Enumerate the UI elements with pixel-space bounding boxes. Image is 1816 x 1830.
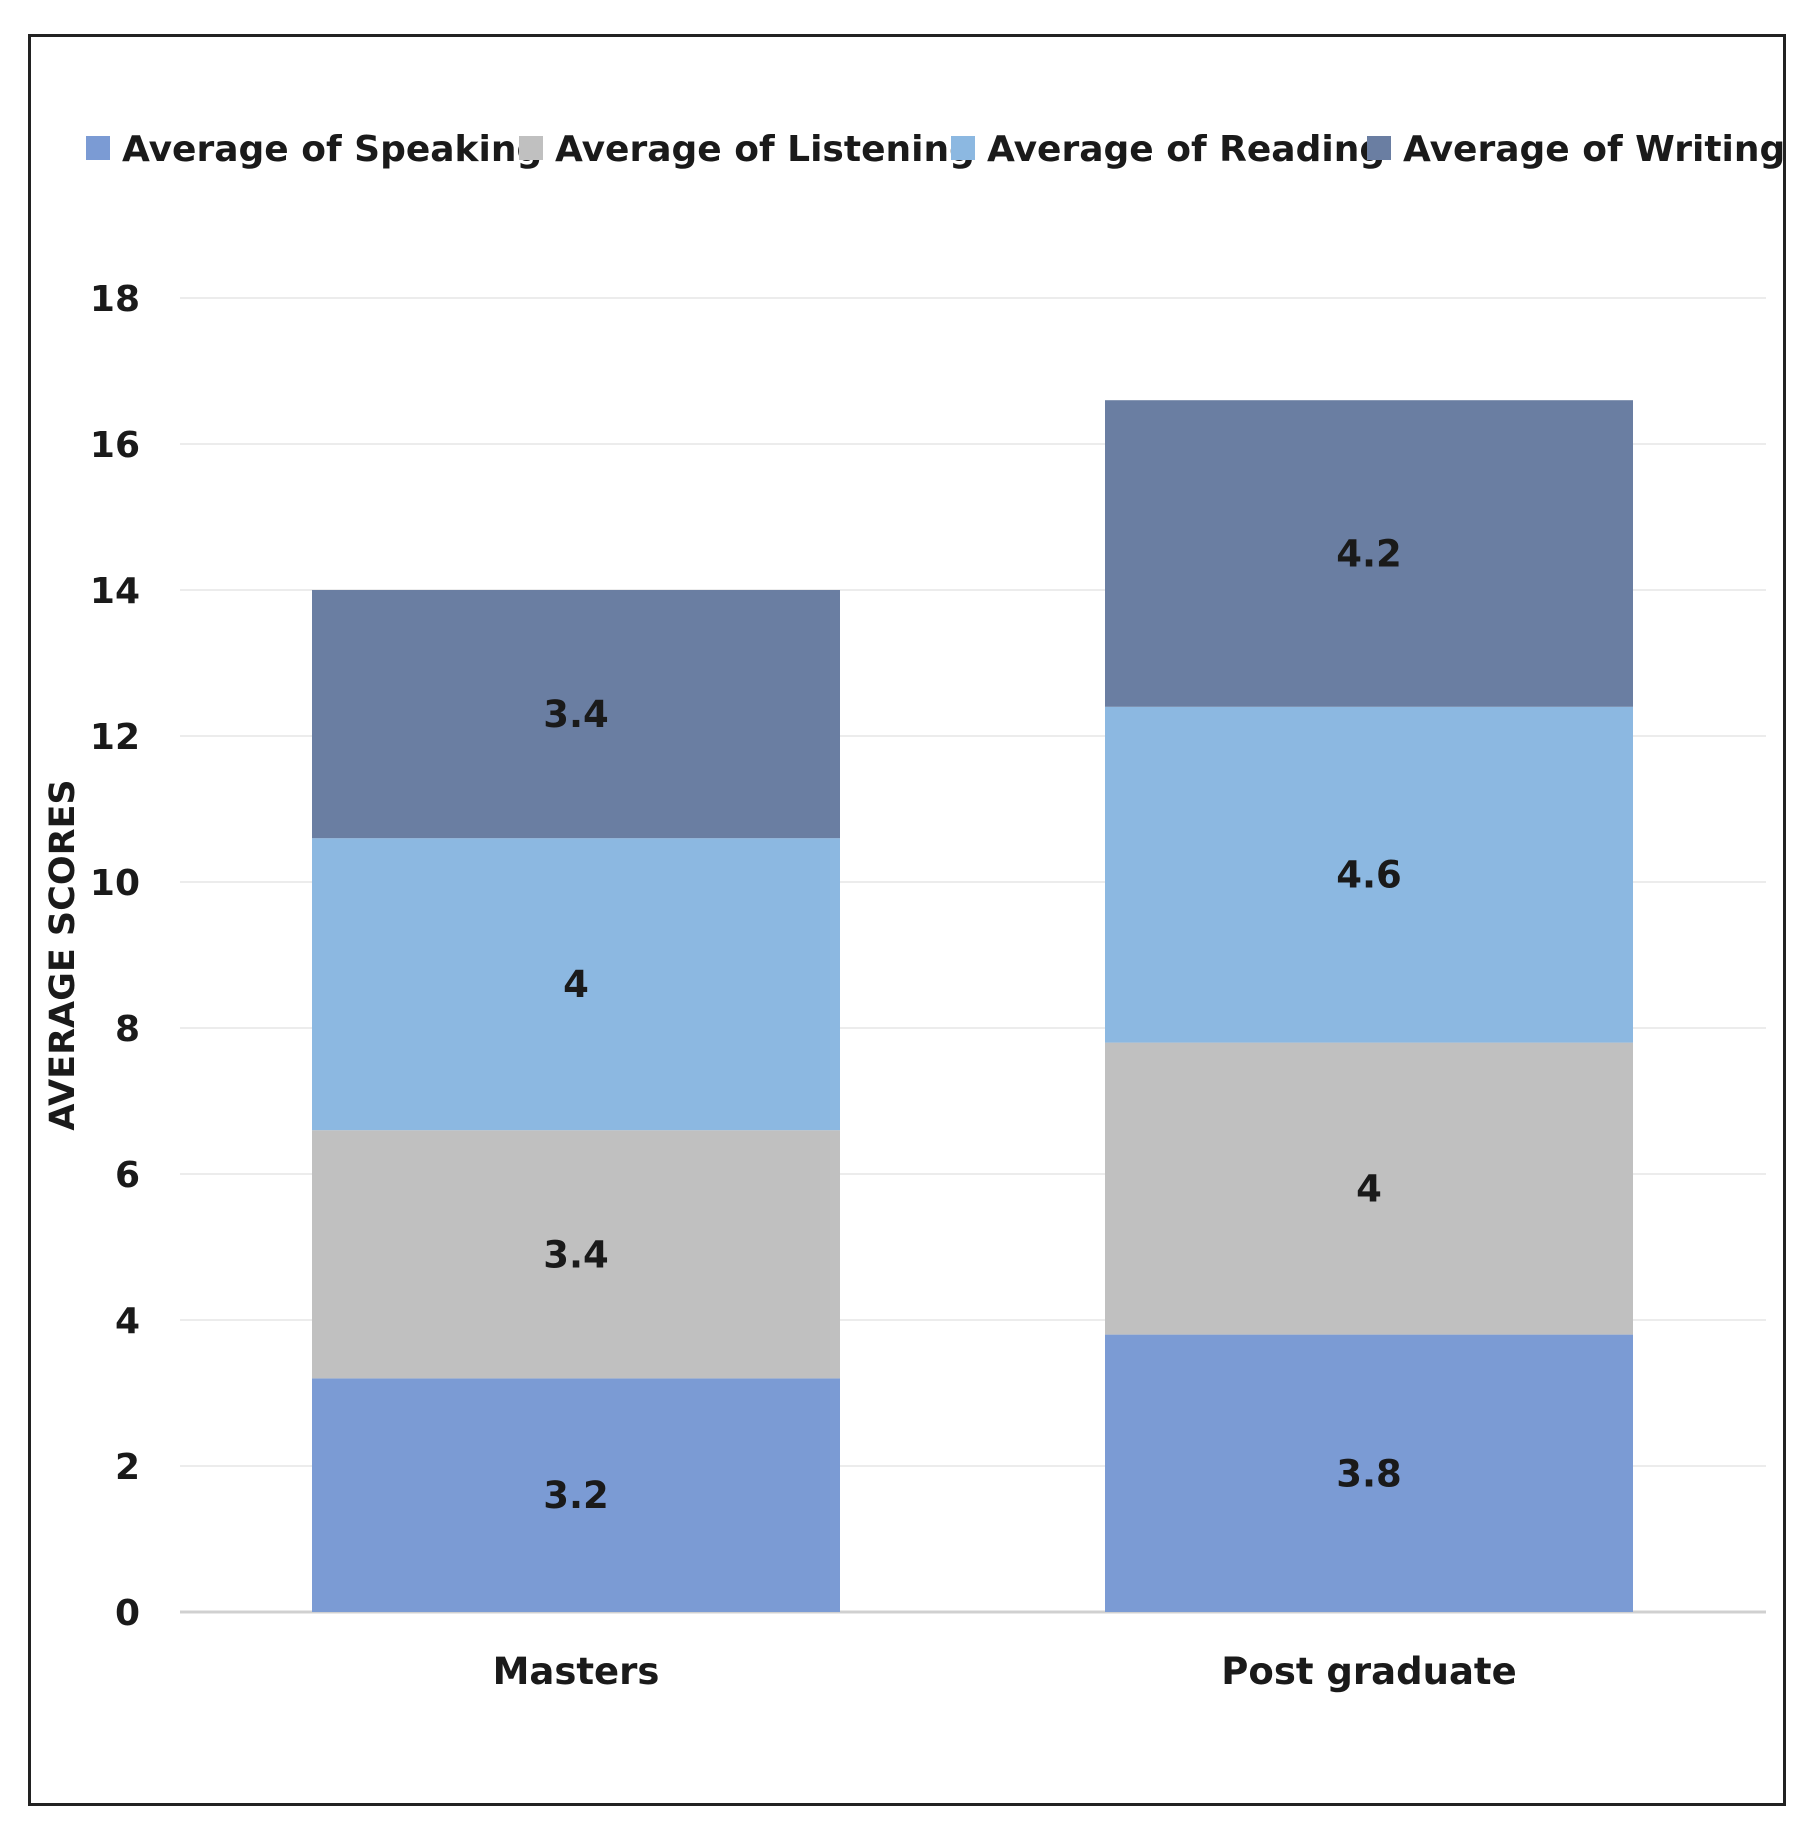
x-axis-ticks: Masters Post graduate bbox=[493, 1650, 1517, 1693]
y-tick-label-16: 16 bbox=[90, 425, 140, 466]
data-label-masters-average-of-reading: 4 bbox=[563, 963, 589, 1006]
y-axis-title: AVERAGE SCORES bbox=[43, 779, 83, 1130]
data-label-post-graduate-average-of-speaking: 3.8 bbox=[1336, 1452, 1402, 1495]
legend-label-average-of-listening: Average of Listening bbox=[555, 129, 975, 170]
bar-post-graduate-average-of-reading bbox=[1105, 706, 1633, 1043]
data-label-post-graduate-average-of-writing: 4.2 bbox=[1336, 533, 1402, 576]
y-tick-label-10: 10 bbox=[90, 863, 140, 904]
legend-label-average-of-writing: Average of Writing bbox=[1403, 129, 1785, 170]
y-tick-label-0: 0 bbox=[115, 1593, 140, 1634]
legend-swatch-average-of-listening bbox=[519, 136, 543, 160]
data-label-post-graduate-average-of-reading: 4.6 bbox=[1336, 854, 1402, 897]
bar-post-graduate-average-of-writing bbox=[1105, 400, 1633, 707]
y-tick-label-2: 2 bbox=[115, 1447, 140, 1488]
y-tick-label-12: 12 bbox=[90, 717, 140, 758]
bar-post-graduate-average-of-listening bbox=[1105, 1042, 1633, 1335]
bar-masters-average-of-speaking bbox=[312, 1378, 840, 1612]
legend: Average of Speaking Average of Listening A… bbox=[86, 129, 1785, 170]
y-axis-ticks: 0 2 4 6 8 10 12 14 16 18 bbox=[90, 279, 140, 1634]
bar-masters-average-of-reading bbox=[312, 838, 840, 1131]
y-tick-label-14: 14 bbox=[90, 571, 140, 612]
bar-post-graduate-average-of-speaking bbox=[1105, 1334, 1633, 1612]
y-tick-label-6: 6 bbox=[115, 1155, 140, 1196]
y-tick-label-8: 8 bbox=[115, 1009, 140, 1050]
legend-swatch-average-of-reading bbox=[951, 136, 975, 160]
legend-swatch-average-of-writing bbox=[1367, 136, 1391, 160]
bar-masters-average-of-listening bbox=[312, 1130, 840, 1379]
bars bbox=[312, 400, 1633, 1612]
legend-swatch-average-of-speaking bbox=[86, 136, 110, 160]
y-tick-label-18: 18 bbox=[90, 279, 140, 320]
data-label-masters-average-of-listening: 3.4 bbox=[543, 1233, 609, 1276]
legend-label-average-of-reading: Average of Reading bbox=[987, 129, 1385, 170]
bar-masters-average-of-writing bbox=[312, 590, 840, 839]
data-labels: 3.2 3.4 4 3.4 3.8 4 4.6 4.2 bbox=[543, 533, 1402, 1518]
x-tick-label-post-graduate: Post graduate bbox=[1221, 1650, 1516, 1693]
data-label-post-graduate-average-of-listening: 4 bbox=[1356, 1168, 1382, 1211]
legend-label-average-of-speaking: Average of Speaking bbox=[122, 129, 542, 170]
data-label-masters-average-of-speaking: 3.2 bbox=[543, 1474, 609, 1517]
data-label-masters-average-of-writing: 3.4 bbox=[543, 693, 609, 736]
y-tick-label-4: 4 bbox=[115, 1301, 140, 1342]
x-tick-label-masters: Masters bbox=[493, 1650, 660, 1693]
